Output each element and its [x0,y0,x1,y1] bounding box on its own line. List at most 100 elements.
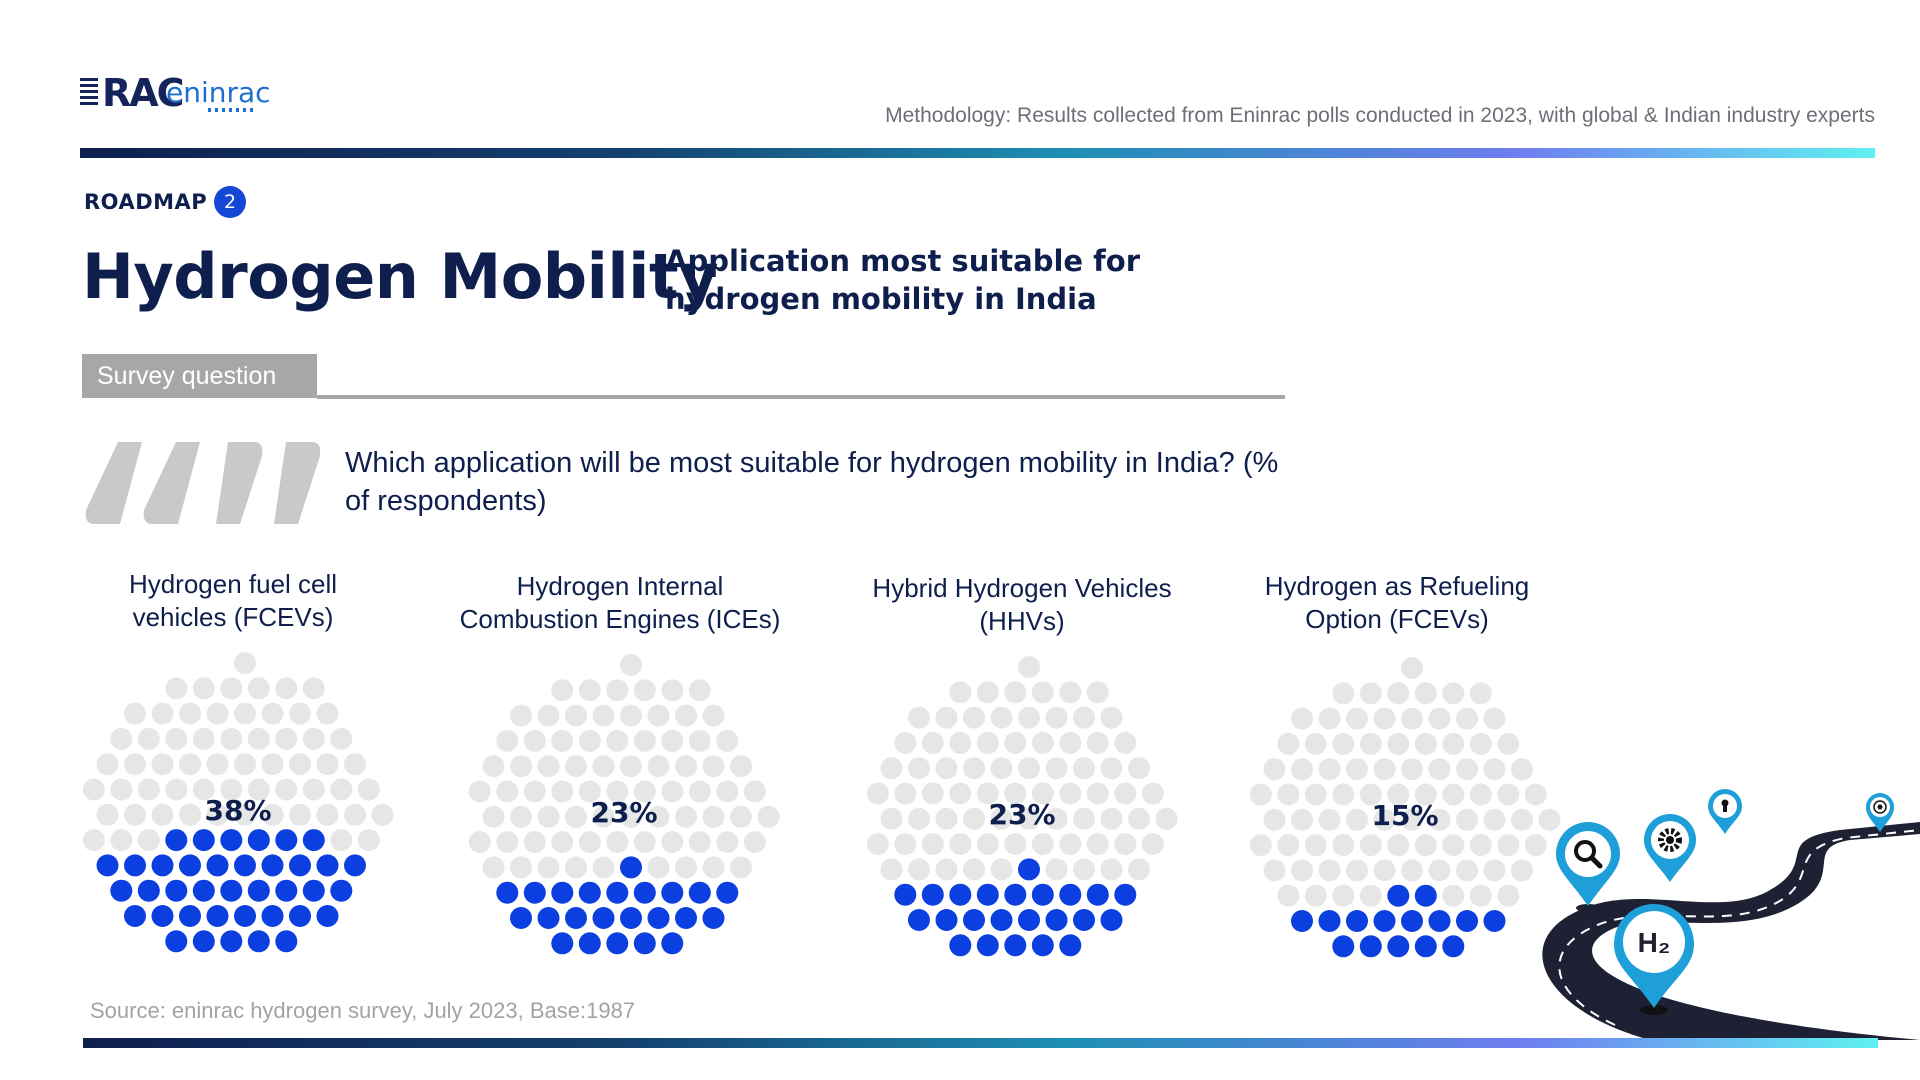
empty-dot [606,831,629,854]
empty-dot [743,831,766,854]
empty-dot [330,829,353,852]
empty-dot [482,805,505,828]
empty-dot [510,805,532,828]
empty-dot [592,805,615,828]
filled-dot [894,883,917,906]
category-label-line: (HHVs) [979,606,1065,636]
empty-dot [949,833,972,856]
filled-dot [647,907,670,929]
empty-dot [1291,859,1313,882]
empty-dot [647,755,670,778]
empty-dot [908,706,930,729]
filled-dot [620,907,642,929]
empty-dot [688,831,711,854]
filled-dot [908,909,930,931]
empty-dot [1524,783,1547,806]
filled-dot [124,854,146,877]
filled-dot [289,854,311,877]
filled-dot [275,930,298,953]
filled-dot [96,854,119,877]
empty-dot [220,677,243,700]
empty-dot [1291,808,1313,831]
filled-dot [1483,910,1506,932]
empty-dot [1346,859,1368,882]
empty-dot [1249,783,1272,806]
empty-dot [289,753,311,776]
empty-dot [1114,833,1137,856]
empty-dot [1304,834,1327,857]
empty-dot [1456,808,1478,831]
empty-dot [1332,682,1355,705]
empty-dot [316,803,339,826]
section-label: ROADMAP [84,190,208,214]
filled-dot [124,905,146,927]
empty-dot [1141,833,1164,856]
empty-dot [894,731,917,754]
empty-dot [1277,783,1300,806]
empty-dot [537,755,560,778]
filled-dot [1004,883,1027,906]
filled-dot [179,905,201,927]
empty-dot [96,803,119,826]
empty-dot [949,681,972,704]
filled-dot [220,829,243,852]
empty-dot [592,704,615,727]
empty-dot [344,753,366,776]
empty-dot [620,805,642,828]
empty-dot [468,780,491,803]
filled-dot [1387,884,1410,907]
empty-dot [894,833,917,856]
empty-dot [1483,707,1506,730]
empty-dot [1456,707,1478,730]
empty-dot [1059,681,1082,704]
empty-dot [1263,859,1286,882]
empty-dot [1442,834,1465,857]
dot-chart-1: 38% [82,652,394,953]
filled-dot [302,879,325,902]
category-label-line: Hydrogen Internal [516,571,724,601]
empty-dot [1263,808,1286,831]
filled-dot [165,829,188,852]
filled-dot [661,881,684,904]
empty-dot [1511,859,1533,882]
empty-dot [1128,858,1150,881]
empty-dot [165,778,188,801]
empty-dot [949,731,972,754]
empty-dot [1100,807,1123,830]
empty-dot [1004,833,1027,856]
empty-dot [716,831,739,854]
filled-dot [192,829,215,852]
filled-dot [661,932,684,955]
empty-dot [1004,681,1027,704]
filled-dot [949,883,972,906]
empty-dot [261,753,284,776]
empty-dot [110,727,133,750]
value-label: 38% [204,794,271,827]
empty-dot [1373,758,1396,781]
empty-dot [302,778,325,801]
empty-dot [1114,782,1137,805]
empty-dot [1004,782,1027,805]
empty-dot [1483,758,1506,781]
empty-dot [675,856,697,879]
filled-dot [220,930,243,953]
empty-dot [234,753,256,776]
filled-dot [1100,909,1123,931]
empty-dot [206,753,229,776]
source-note: Source: eninrac hydrogen survey, July 20… [90,998,636,1023]
empty-dot [1483,859,1506,882]
empty-dot [192,677,215,700]
empty-dot [1524,834,1547,857]
empty-dot [1442,783,1465,806]
empty-dot [702,805,725,828]
empty-dot [565,704,587,727]
filled-dot [963,909,985,931]
empty-dot [578,780,601,803]
value-label: 15% [1371,799,1438,832]
filled-dot [110,879,133,902]
filled-dot [702,907,725,929]
filled-dot [137,879,160,902]
empty-dot [963,807,985,830]
empty-dot [220,778,243,801]
